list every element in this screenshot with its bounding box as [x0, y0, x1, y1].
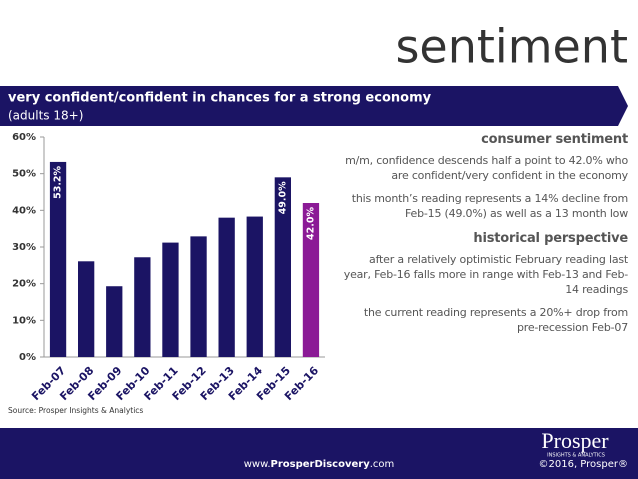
y-tick-label: 10%	[12, 315, 36, 326]
value-label: 42.0%	[305, 207, 316, 240]
section-heading: historical perspective	[473, 231, 628, 246]
value-label: 49.0%	[277, 181, 288, 214]
bar	[218, 217, 235, 357]
logo-tagline: INSIGHTS & ANALYTICS	[547, 453, 605, 459]
bar	[302, 203, 320, 357]
copyright: ©2016, Prosper®	[539, 459, 629, 470]
bar	[106, 286, 123, 357]
y-tick-label: 60%	[12, 132, 36, 143]
url-suffix: .com	[370, 459, 395, 470]
bar	[190, 236, 207, 357]
y-tick-label: 50%	[12, 169, 36, 180]
section-text: this month’s reading represents a 14% de…	[351, 192, 628, 220]
bar	[162, 242, 179, 357]
y-tick-label: 20%	[12, 279, 36, 290]
y-tick-label: 30%	[12, 242, 36, 253]
banner-subtitle: (adults 18+)	[8, 109, 83, 123]
bar	[134, 257, 151, 357]
footer	[0, 428, 638, 479]
section-text: the current reading represents a 20%+ dr…	[363, 306, 628, 334]
url-prefix: www.	[244, 459, 271, 470]
slide-title: sentiment	[395, 20, 628, 74]
bar	[274, 177, 291, 357]
url-bold: ProsperDiscovery	[271, 459, 371, 470]
bar	[49, 161, 67, 357]
footer-url: www.ProsperDiscovery.com	[244, 459, 395, 470]
banner-title: very confident/confident in chances for …	[8, 91, 432, 106]
section-heading: consumer sentiment	[481, 132, 628, 147]
source: Source: Prosper Insights & Analytics	[8, 406, 143, 415]
y-tick-label: 0%	[19, 352, 36, 363]
banner	[0, 86, 628, 126]
commentary: consumer sentiment m/m, confidence descen…	[310, 132, 628, 343]
value-label: 53.2%	[53, 165, 64, 198]
bar	[246, 216, 263, 357]
logo-name: Prosper	[541, 428, 609, 453]
section-text: after a relatively optimistic February r…	[343, 253, 628, 296]
section-text: m/m, confidence descends half a point to…	[345, 154, 628, 182]
y-tick-label: 40%	[12, 205, 36, 216]
bar	[78, 261, 95, 357]
